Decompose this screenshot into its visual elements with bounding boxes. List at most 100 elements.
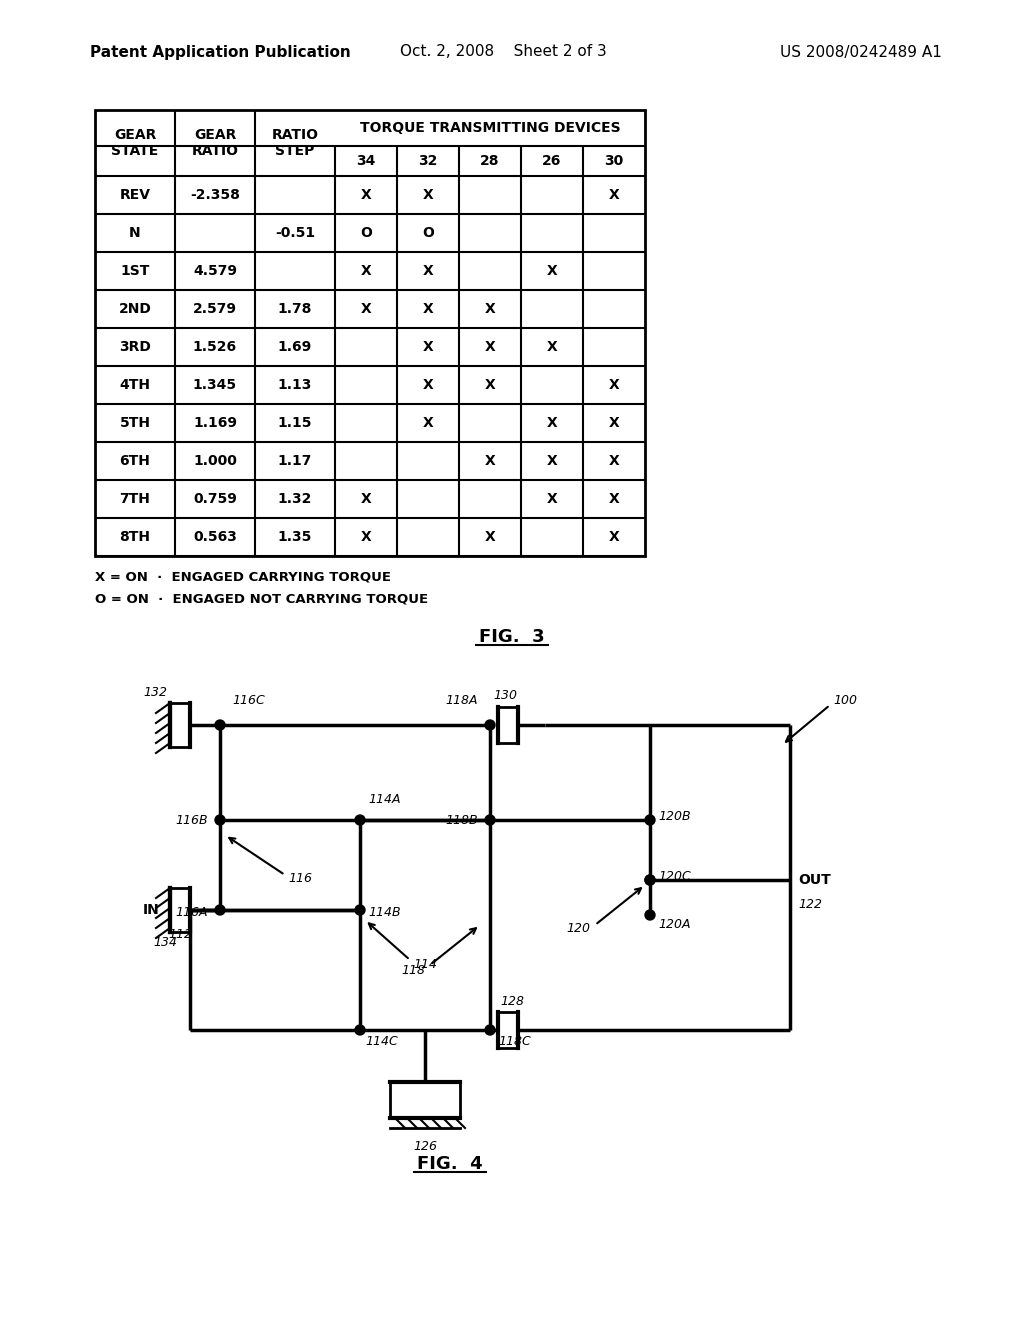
Text: 118C: 118C [498,1035,530,1048]
Text: 120B: 120B [658,809,690,822]
Text: FIG.  4: FIG. 4 [417,1155,482,1173]
Text: 0.563: 0.563 [194,531,237,544]
Circle shape [355,1026,365,1035]
Text: 4TH: 4TH [120,378,151,392]
Text: 1.13: 1.13 [278,378,312,392]
Text: 32: 32 [419,154,437,168]
Text: REV: REV [120,187,151,202]
Circle shape [215,719,225,730]
Text: X: X [484,531,496,544]
Text: X: X [360,492,372,506]
Text: GEAR
RATIO: GEAR RATIO [191,128,239,158]
Text: 0.759: 0.759 [194,492,237,506]
Text: X: X [484,378,496,392]
Text: 118: 118 [401,964,425,977]
Text: X: X [360,187,372,202]
Text: 114A: 114A [368,793,400,807]
Text: 116C: 116C [232,694,265,708]
Text: 1.000: 1.000 [194,454,237,469]
Text: X: X [423,187,433,202]
Text: 2ND: 2ND [119,302,152,315]
Text: 118B: 118B [445,813,478,826]
Text: 6TH: 6TH [120,454,151,469]
Text: US 2008/0242489 A1: US 2008/0242489 A1 [780,45,942,59]
Text: X: X [360,531,372,544]
Text: 1.17: 1.17 [278,454,312,469]
Text: 4.579: 4.579 [193,264,237,279]
Text: O: O [422,226,434,240]
Text: IN: IN [143,903,160,917]
Text: 34: 34 [356,154,376,168]
Text: 114C: 114C [365,1035,397,1048]
Text: X: X [423,302,433,315]
Text: 1.69: 1.69 [278,341,312,354]
Circle shape [645,875,655,884]
Text: X: X [547,492,557,506]
Text: X: X [608,416,620,430]
Circle shape [355,906,365,915]
Text: 120C: 120C [658,870,691,883]
Text: 120: 120 [566,921,590,935]
Text: X: X [608,531,620,544]
Text: 120A: 120A [658,917,690,931]
Text: X: X [608,378,620,392]
Text: 28: 28 [480,154,500,168]
Circle shape [215,814,225,825]
Circle shape [485,814,495,825]
Text: 26: 26 [543,154,562,168]
Text: GEAR
STATE: GEAR STATE [112,128,159,158]
Text: Patent Application Publication: Patent Application Publication [90,45,351,59]
Text: -2.358: -2.358 [190,187,240,202]
Text: X: X [547,416,557,430]
Text: X: X [547,454,557,469]
Text: X: X [360,264,372,279]
Circle shape [645,875,655,884]
Text: X: X [608,187,620,202]
Text: OUT: OUT [798,873,830,887]
Text: 1.35: 1.35 [278,531,312,544]
Text: 2.579: 2.579 [193,302,237,315]
Text: O: O [360,226,372,240]
Text: 116A: 116A [175,906,208,919]
Text: 122: 122 [798,898,822,911]
Text: 126: 126 [413,1140,437,1152]
Text: X: X [423,341,433,354]
Text: X: X [423,416,433,430]
Text: X: X [547,264,557,279]
Text: 116B: 116B [175,813,208,826]
Text: 1ST: 1ST [120,264,150,279]
Text: 114: 114 [413,958,437,972]
Text: X: X [608,492,620,506]
Circle shape [645,909,655,920]
Text: N: N [129,226,141,240]
Text: X = ON  ·  ENGAGED CARRYING TORQUE: X = ON · ENGAGED CARRYING TORQUE [95,570,391,583]
Text: 30: 30 [604,154,624,168]
Text: -0.51: -0.51 [274,226,315,240]
Text: 1.15: 1.15 [278,416,312,430]
Bar [95,110,645,556]
Text: X: X [423,378,433,392]
Text: 114B: 114B [368,906,400,919]
Circle shape [485,719,495,730]
Text: 1.32: 1.32 [278,492,312,506]
Text: 116: 116 [288,871,312,884]
Text: 112: 112 [168,928,193,941]
Text: 1.526: 1.526 [193,341,238,354]
Text: 1.169: 1.169 [193,416,237,430]
Text: X: X [484,341,496,354]
Text: 134: 134 [153,936,177,949]
Text: 5TH: 5TH [120,416,151,430]
Text: X: X [360,302,372,315]
Text: 7TH: 7TH [120,492,151,506]
Text: 8TH: 8TH [120,531,151,544]
Text: X: X [547,341,557,354]
Text: X: X [484,302,496,315]
Text: RATIO
STEP: RATIO STEP [271,128,318,158]
Text: 3RD: 3RD [119,341,151,354]
Circle shape [485,1026,495,1035]
Text: TORQUE TRANSMITTING DEVICES: TORQUE TRANSMITTING DEVICES [359,121,621,135]
Text: Oct. 2, 2008    Sheet 2 of 3: Oct. 2, 2008 Sheet 2 of 3 [400,45,607,59]
Text: 132: 132 [143,686,167,700]
Text: 100: 100 [833,694,857,708]
Text: 118A: 118A [445,694,478,708]
